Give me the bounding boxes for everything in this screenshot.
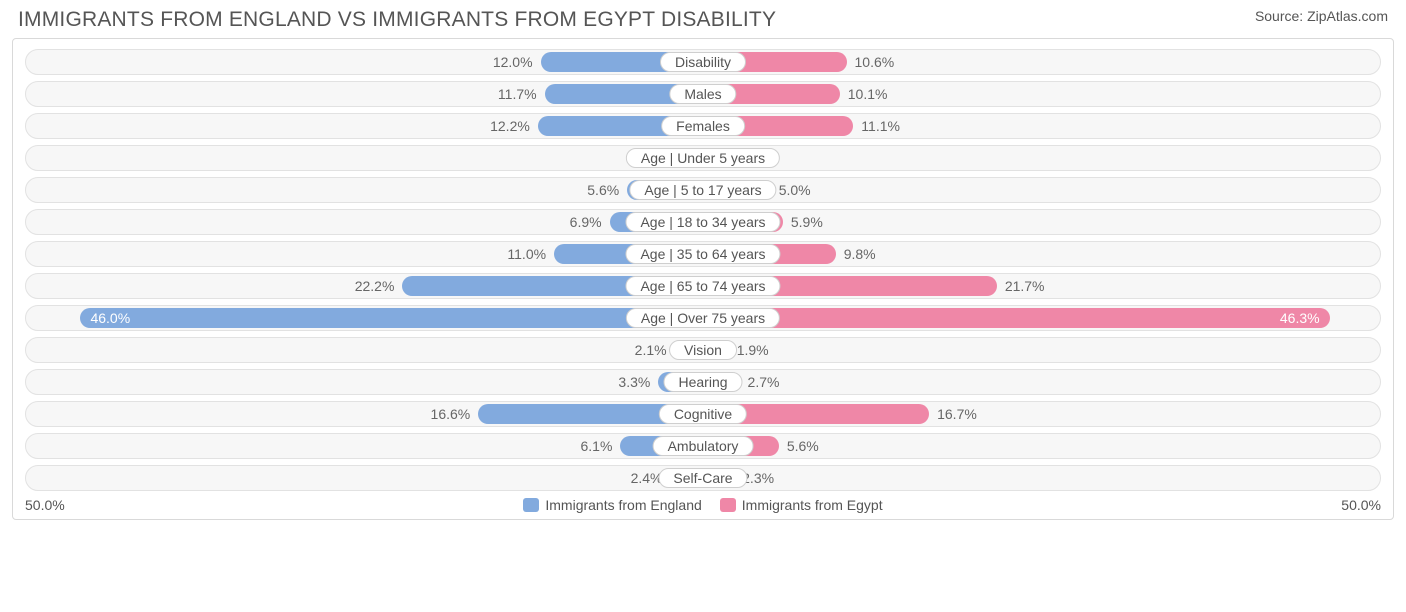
value-right: 10.1% xyxy=(848,86,888,102)
chart-row: 1.4%1.1%Age | Under 5 years xyxy=(25,145,1381,171)
value-left: 12.2% xyxy=(490,118,530,134)
value-right: 11.1% xyxy=(861,118,900,134)
category-pill: Self-Care xyxy=(658,468,747,488)
category-pill: Females xyxy=(661,116,745,136)
legend-label-egypt: Immigrants from Egypt xyxy=(742,497,883,513)
value-right: 5.9% xyxy=(791,214,823,230)
chart-row: 5.6% 5.0%Age | 5 to 17 years xyxy=(25,177,1381,203)
legend-item-england: Immigrants from England xyxy=(523,497,701,513)
legend-swatch-england xyxy=(523,498,539,512)
chart-row: 11.7% 10.1% Males xyxy=(25,81,1381,107)
value-right: 21.7% xyxy=(1005,278,1045,294)
value-right: 5.6% xyxy=(787,438,819,454)
chart-source: Source: ZipAtlas.com xyxy=(1255,8,1388,24)
value-right: 5.0% xyxy=(779,182,811,198)
value-right: 10.6% xyxy=(855,54,895,70)
chart-row: 6.9% 5.9% Age | 18 to 34 years xyxy=(25,209,1381,235)
value-right: 1.9% xyxy=(737,342,769,358)
value-left: 11.7% xyxy=(498,86,537,102)
legend-swatch-egypt xyxy=(720,498,736,512)
value-left: 5.6% xyxy=(587,182,619,198)
chart-row: 22.2% 21.7% Age | 65 to 74 years xyxy=(25,273,1381,299)
category-pill: Age | Over 75 years xyxy=(626,308,780,328)
chart-footer: 50.0% Immigrants from England Immigrants… xyxy=(25,497,1381,513)
chart-row: 6.1% 5.6% Ambulatory xyxy=(25,433,1381,459)
value-left: 16.6% xyxy=(431,406,471,422)
value-right: 9.8% xyxy=(844,246,876,262)
bar-left xyxy=(80,308,703,328)
chart-container: IMMIGRANTS FROM ENGLAND VS IMMIGRANTS FR… xyxy=(0,0,1406,524)
chart-row: 12.0% 10.6% Disability xyxy=(25,49,1381,75)
legend-label-england: Immigrants from England xyxy=(545,497,701,513)
axis-right-label: 50.0% xyxy=(1321,497,1381,513)
chart-row: 16.6% 16.7% Cognitive xyxy=(25,401,1381,427)
chart-row: 12.2% 11.1% Females xyxy=(25,113,1381,139)
category-pill: Ambulatory xyxy=(653,436,754,456)
category-pill: Males xyxy=(669,84,736,104)
category-pill: Age | 65 to 74 years xyxy=(625,276,780,296)
chart-row: 46.0% 46.3% Age | Over 75 years xyxy=(25,305,1381,331)
category-pill: Age | 18 to 34 years xyxy=(625,212,780,232)
value-left: 6.9% xyxy=(570,214,602,230)
value-left: 46.0% xyxy=(90,310,130,326)
chart-row: 2.1% 1.9%Vision xyxy=(25,337,1381,363)
chart-header: IMMIGRANTS FROM ENGLAND VS IMMIGRANTS FR… xyxy=(12,8,1394,38)
value-right: 2.7% xyxy=(748,374,780,390)
chart-row: 3.3% 2.7% Hearing xyxy=(25,369,1381,395)
category-pill: Disability xyxy=(660,52,746,72)
category-pill: Age | 5 to 17 years xyxy=(629,180,776,200)
value-left: 3.3% xyxy=(618,374,650,390)
value-left: 6.1% xyxy=(580,438,612,454)
value-left: 22.2% xyxy=(355,278,395,294)
category-pill: Hearing xyxy=(663,372,742,392)
chart-row: 2.4%2.3%Self-Care xyxy=(25,465,1381,491)
category-pill: Age | Under 5 years xyxy=(626,148,780,168)
chart-legend: Immigrants from England Immigrants from … xyxy=(85,497,1321,513)
legend-item-egypt: Immigrants from Egypt xyxy=(720,497,883,513)
value-right: 16.7% xyxy=(937,406,977,422)
value-right: 46.3% xyxy=(1280,310,1320,326)
chart-rows: 12.0% 10.6% Disability 11.7% 10.1% Males 12.2%… xyxy=(25,49,1381,491)
chart-area: 12.0% 10.6% Disability 11.7% 10.1% Males 12.2%… xyxy=(12,38,1394,520)
bar-right xyxy=(703,308,1330,328)
category-pill: Age | 35 to 64 years xyxy=(625,244,780,264)
category-pill: Vision xyxy=(669,340,737,360)
value-left: 2.1% xyxy=(635,342,667,358)
chart-title: IMMIGRANTS FROM ENGLAND VS IMMIGRANTS FR… xyxy=(18,8,776,32)
axis-left-label: 50.0% xyxy=(25,497,85,513)
category-pill: Cognitive xyxy=(659,404,747,424)
value-left: 12.0% xyxy=(493,54,533,70)
chart-row: 11.0% 9.8% Age | 35 to 64 years xyxy=(25,241,1381,267)
value-left: 11.0% xyxy=(507,246,546,262)
